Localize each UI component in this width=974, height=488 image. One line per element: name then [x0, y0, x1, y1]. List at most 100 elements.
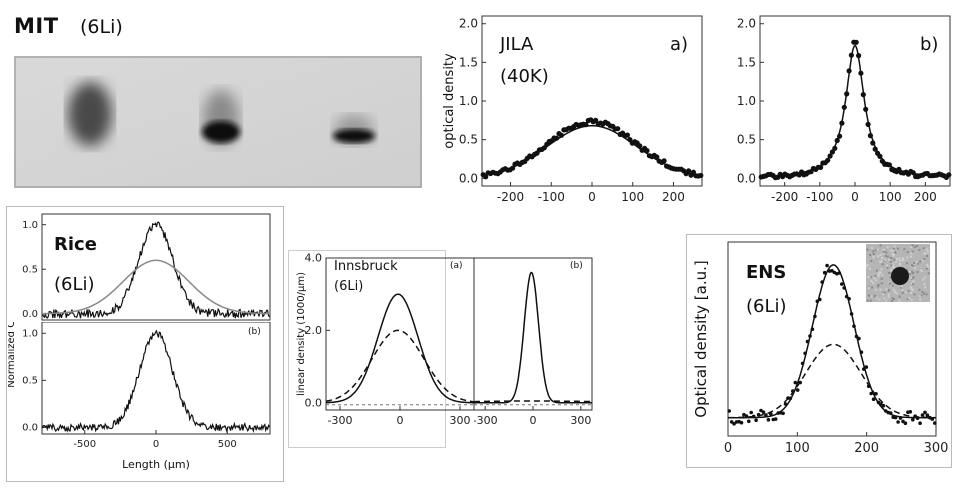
inset-noise [884, 258, 887, 261]
jila-b-chart: -200 -100 0 100 200 0.0 0.5 1.0 1.5 2.0 b) [737, 15, 952, 204]
inset-noise [913, 246, 916, 249]
x-tick-label: -500 [73, 439, 96, 450]
data-point [483, 174, 489, 180]
inset-noise [922, 259, 925, 262]
inset-noise [903, 248, 906, 251]
data-point [747, 419, 751, 424]
inset-noise [877, 255, 880, 258]
inset-noise [915, 261, 918, 264]
x-tick-label: 200 [914, 190, 937, 204]
inset-noise [912, 280, 915, 283]
inset-noise [898, 299, 901, 302]
x-tick-label: -100 [538, 190, 565, 204]
inset-noise [892, 288, 895, 291]
inset-noise [895, 260, 898, 263]
y-tick-label: 1.0 [22, 329, 38, 340]
data-point [840, 282, 844, 286]
inset-noise [893, 258, 896, 261]
inset-noise [926, 264, 929, 267]
inset-cloud [891, 267, 909, 285]
rice-bottom-chart: -500 0 500 0.0 0.5 1.0 (b) Normalized Column De… [8, 322, 271, 471]
inset-noise [893, 245, 896, 248]
inset-noise [910, 264, 913, 266]
data-point [867, 133, 873, 139]
innsbruck-a-chart: -300 0 300 0.0 2.0 4.0 Innsbruck (6Li) (a) linear… [296, 252, 474, 427]
chart-subtitle: (6Li) [334, 279, 363, 294]
data-point [896, 420, 900, 424]
inset-noise [886, 266, 889, 269]
inset-noise [900, 286, 903, 289]
inset-noise [872, 282, 875, 285]
inset-noise [872, 255, 875, 258]
inset-noise [869, 276, 872, 279]
panel-label: a) [670, 34, 688, 55]
inset-noise [912, 264, 915, 267]
mit-cloud-1 [68, 82, 112, 146]
inset-noise [901, 288, 904, 291]
fit-curve [325, 329, 474, 403]
inset-noise [913, 293, 916, 296]
data-trace [41, 329, 271, 434]
inset-noise [877, 271, 880, 274]
chart-title: Rice [54, 234, 97, 255]
inset-noise [881, 257, 883, 259]
y-tick-label: 2.0 [737, 17, 756, 31]
inset-noise [924, 276, 926, 279]
inset-noise [890, 264, 893, 267]
inset-noise [872, 250, 875, 253]
inset-noise [880, 260, 883, 263]
data-point [825, 263, 829, 268]
inset-noise [910, 288, 913, 291]
y-tick-label: 1.5 [459, 55, 478, 69]
data-point [615, 126, 621, 132]
data-point [860, 92, 866, 98]
inset-noise [869, 254, 872, 256]
y-tick-label: 0.5 [737, 133, 756, 147]
y-axis-label: linear density (1000/μm) [296, 272, 307, 396]
inset-noise [873, 277, 876, 280]
panel-label: (b) [248, 327, 261, 337]
inset-noise [875, 249, 877, 252]
inset-noise [887, 293, 890, 296]
data-point [923, 410, 927, 415]
data-point [933, 421, 937, 425]
inset-noise [919, 298, 922, 301]
inset-noise [922, 247, 925, 250]
data-point [871, 397, 876, 401]
mit-subtitle: (6Li) [80, 16, 123, 38]
inset-noise [909, 286, 912, 289]
inset-noise [909, 270, 911, 273]
data-point [832, 145, 838, 151]
inset-noise [893, 253, 896, 256]
inset-noise [902, 257, 904, 260]
inset-noise [915, 245, 918, 247]
data-point [858, 70, 864, 76]
y-tick-label: 0.0 [459, 171, 478, 185]
inset-noise [910, 292, 913, 294]
inset-noise [923, 252, 926, 255]
inset-noise [889, 260, 892, 263]
data-point [644, 148, 650, 154]
inset-noise [892, 254, 895, 257]
inset-noise [878, 298, 881, 301]
inset-noise [874, 274, 877, 277]
data-point [837, 133, 843, 139]
y-tick-label: 1.0 [459, 94, 478, 108]
data-point [865, 121, 871, 127]
data-point [827, 153, 833, 159]
panel-label: (a) [450, 261, 463, 271]
inset-noise [867, 276, 870, 279]
data-point [654, 154, 660, 160]
inset-noise [924, 286, 927, 289]
panel-label: b) [920, 34, 938, 55]
inset-noise [910, 246, 913, 248]
data-point [727, 409, 731, 413]
inset-noise [918, 248, 921, 251]
inset-noise [889, 276, 892, 279]
inset-noise [875, 288, 878, 291]
inset-noise [910, 255, 912, 258]
y-tick-label: 0.0 [305, 396, 323, 409]
inset-noise [866, 248, 869, 251]
inset-noise [875, 296, 878, 299]
data-point [554, 135, 560, 141]
